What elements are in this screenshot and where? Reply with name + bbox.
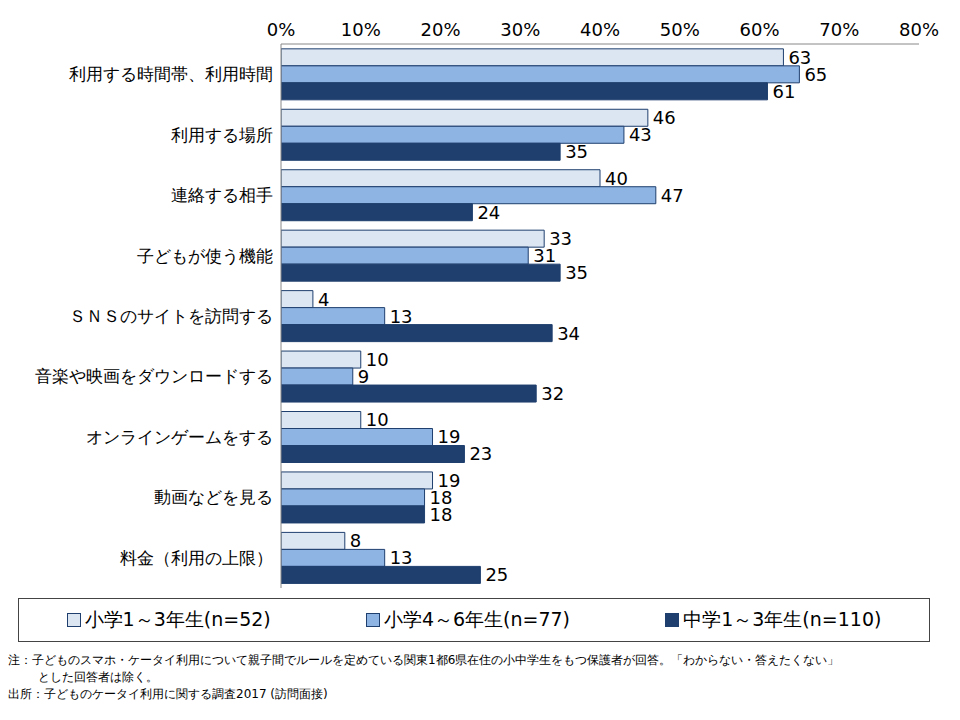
svg-text:34: 34 <box>557 323 580 344</box>
svg-text:80%: 80% <box>899 19 939 40</box>
svg-text:50%: 50% <box>660 19 700 40</box>
svg-text:61: 61 <box>772 81 795 102</box>
svg-text:19: 19 <box>437 469 461 491</box>
svg-text:8: 8 <box>350 530 361 551</box>
svg-text:24: 24 <box>477 202 500 223</box>
svg-text:70%: 70% <box>819 19 859 40</box>
svg-text:子どもが使う機能: 子どもが使う機能 <box>137 246 273 266</box>
svg-text:13: 13 <box>390 306 413 327</box>
svg-text:35: 35 <box>565 262 588 283</box>
svg-text:47: 47 <box>661 185 684 206</box>
svg-text:連絡する相手: 連絡する相手 <box>171 185 273 205</box>
html-text:とした回答者は除く。: とした回答者は除く。 <box>38 670 158 684</box>
svg-text:料金（利用の上限）: 料金（利用の上限） <box>120 548 273 568</box>
svg-text:35: 35 <box>565 141 588 162</box>
svg-text:19: 19 <box>438 426 461 447</box>
svg-text:65: 65 <box>804 64 827 85</box>
html-text:小学4～6年生(n=77): 小学4～6年生(n=77) <box>383 608 570 630</box>
svg-text:33: 33 <box>549 228 573 250</box>
svg-text:43: 43 <box>629 124 652 145</box>
svg-text:40%: 40% <box>580 19 620 40</box>
svg-text:10%: 10% <box>341 19 381 40</box>
svg-text:音楽や映画をダウンロードする: 音楽や映画をダウンロードする <box>35 366 273 386</box>
svg-text:30%: 30% <box>500 19 540 40</box>
svg-text:46: 46 <box>653 107 676 128</box>
svg-text:オンラインゲームをする: オンラインゲームをする <box>86 427 273 447</box>
svg-text:ＳＮＳのサイトを訪問する: ＳＮＳのサイトを訪問する <box>69 306 273 326</box>
svg-text:23: 23 <box>469 443 492 464</box>
svg-text:13: 13 <box>390 547 413 568</box>
svg-text:18: 18 <box>429 486 453 508</box>
svg-text:利用する時間帯、利用時間: 利用する時間帯、利用時間 <box>69 64 273 84</box>
svg-text:25: 25 <box>485 564 508 585</box>
svg-text:9: 9 <box>358 366 369 387</box>
svg-text:60%: 60% <box>739 19 779 40</box>
svg-text:利用する場所: 利用する場所 <box>171 125 273 145</box>
svg-text:動画などを見る: 動画などを見る <box>154 487 273 507</box>
svg-text:18: 18 <box>430 504 453 525</box>
svg-text:4: 4 <box>318 289 329 310</box>
svg-text:40: 40 <box>605 168 628 189</box>
html-text:小学1～3年生(n=52): 小学1～3年生(n=52) <box>84 608 271 630</box>
svg-text:31: 31 <box>533 245 556 266</box>
html-text:中学1～3年生(n=110): 中学1～3年生(n=110) <box>683 608 882 630</box>
html-text:出所：子どものケータイ利用に関する調査2017 (訪問面接): 出所：子どものケータイ利用に関する調査2017 (訪問面接) <box>8 687 328 701</box>
svg-text:32: 32 <box>541 383 564 404</box>
svg-text:10: 10 <box>365 348 389 370</box>
svg-text:0%: 0% <box>267 19 296 40</box>
svg-text:10: 10 <box>366 409 389 430</box>
html-text:注：子どものスマホ・ケータイ利用について親子間でルールを定め: 注：子どものスマホ・ケータイ利用について親子間でルールを定めている関東1都6県在… <box>8 653 840 667</box>
svg-text:20%: 20% <box>420 19 460 40</box>
svg-text:63: 63 <box>788 46 812 68</box>
